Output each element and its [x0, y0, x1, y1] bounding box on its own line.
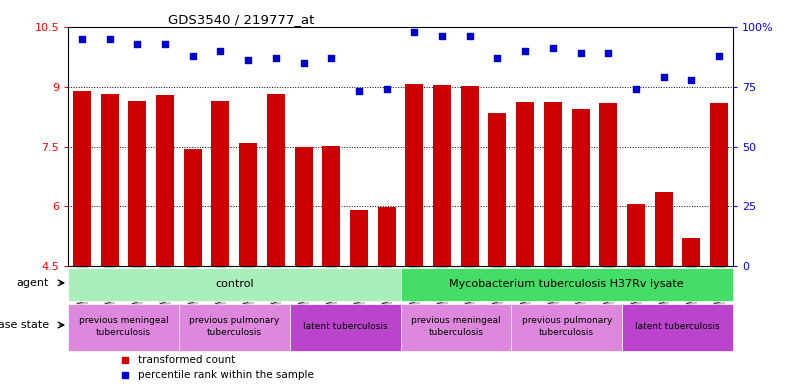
Point [546, 45, 559, 51]
Text: percentile rank within the sample: percentile rank within the sample [138, 370, 314, 380]
Text: previous meningeal
tuberculosis: previous meningeal tuberculosis [411, 316, 501, 336]
Point [187, 53, 199, 59]
Bar [622, 304, 733, 351]
Bar [433, 85, 451, 384]
Point [131, 41, 143, 47]
Text: previous meningeal
tuberculosis: previous meningeal tuberculosis [78, 316, 168, 336]
Bar [599, 103, 618, 384]
Bar [654, 192, 673, 384]
Point [602, 50, 614, 56]
Point [75, 36, 88, 42]
Point [685, 76, 698, 83]
Point [463, 33, 476, 40]
Bar [211, 101, 229, 384]
Point [630, 86, 642, 92]
Text: transformed count: transformed count [138, 355, 235, 365]
Bar [239, 143, 257, 384]
Bar [682, 238, 700, 384]
Text: previous pulmonary
tuberculosis: previous pulmonary tuberculosis [189, 316, 280, 336]
Text: Mycobacterium tuberculosis H37Rv lysate: Mycobacterium tuberculosis H37Rv lysate [449, 279, 684, 289]
Point [491, 55, 504, 61]
Bar [405, 83, 424, 384]
Bar [73, 91, 91, 384]
Point [159, 41, 171, 47]
Text: latent tuberculosis: latent tuberculosis [635, 322, 720, 331]
Point [713, 53, 726, 59]
Point [297, 60, 310, 66]
Point [380, 86, 393, 92]
Bar [128, 101, 147, 384]
Bar [627, 204, 645, 384]
Point [103, 36, 116, 42]
Bar [511, 304, 622, 351]
Text: previous pulmonary
tuberculosis: previous pulmonary tuberculosis [521, 316, 612, 336]
Bar [516, 102, 534, 384]
Text: GDS3540 / 219777_at: GDS3540 / 219777_at [168, 13, 314, 26]
Point [408, 28, 421, 35]
Bar [156, 96, 174, 384]
Bar [400, 268, 733, 301]
Point [242, 57, 255, 63]
Point [658, 74, 670, 80]
Bar [710, 103, 728, 384]
Bar [350, 210, 368, 384]
Bar [400, 304, 511, 351]
Point [269, 55, 282, 61]
Point [574, 50, 587, 56]
Point [352, 88, 365, 94]
Bar [295, 147, 312, 384]
Bar [290, 304, 400, 351]
Bar [572, 109, 590, 384]
Point [325, 55, 338, 61]
Bar [544, 102, 562, 384]
Point [519, 48, 532, 54]
Text: agent: agent [16, 278, 49, 288]
Bar [461, 86, 479, 384]
Bar [179, 304, 290, 351]
Bar [489, 113, 506, 384]
Bar [68, 304, 179, 351]
Bar [183, 149, 202, 384]
Bar [68, 268, 400, 301]
Text: disease state: disease state [0, 320, 49, 330]
Point [436, 33, 449, 40]
Text: latent tuberculosis: latent tuberculosis [303, 322, 388, 331]
Point [214, 48, 227, 54]
Text: control: control [215, 279, 254, 289]
Bar [377, 207, 396, 384]
Bar [101, 94, 119, 384]
Bar [267, 94, 285, 384]
Bar [322, 146, 340, 384]
